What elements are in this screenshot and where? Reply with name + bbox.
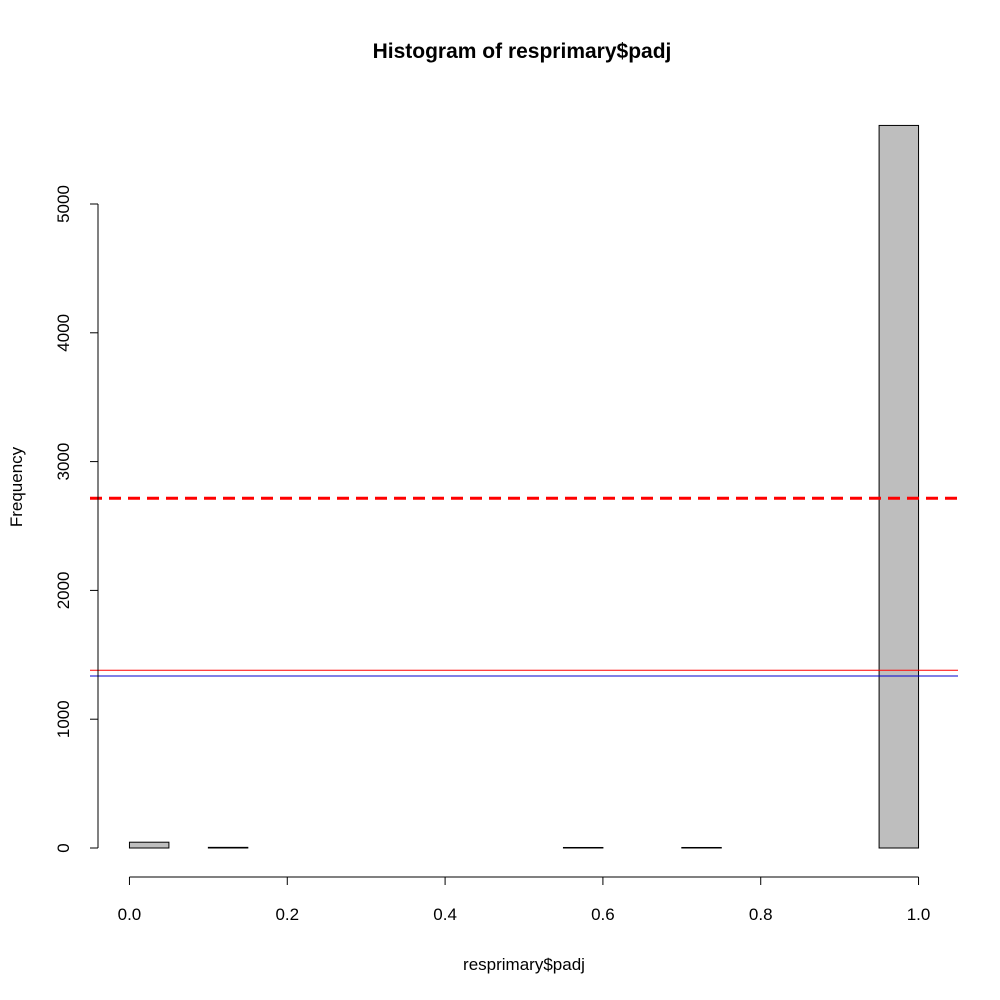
chart-title: Histogram of resprimary$padj xyxy=(373,40,672,63)
bars-group xyxy=(128,124,920,849)
x-tick-label: 0.2 xyxy=(275,905,299,924)
x-axis: 0.0 0.2 0.4 0.6 0.8 1.0 xyxy=(118,876,931,924)
y-axis: 0 1000 2000 3000 4000 5000 xyxy=(54,185,99,853)
reference-lines-group xyxy=(90,496,958,677)
y-tick-label: 4000 xyxy=(54,314,73,352)
histogram-bar xyxy=(128,841,170,849)
x-axis-title: resprimary$padj xyxy=(463,955,585,974)
histogram-bar xyxy=(562,846,604,849)
y-axis-title: Frequency xyxy=(7,446,26,527)
y-tick-label: 3000 xyxy=(54,443,73,481)
y-tick-label: 1000 xyxy=(54,700,73,738)
x-tick-label: 1.0 xyxy=(907,905,931,924)
histogram-bar xyxy=(878,124,920,849)
y-tick-label: 0 xyxy=(54,843,73,852)
y-tick-label: 5000 xyxy=(54,185,73,223)
x-tick-label: 0.4 xyxy=(433,905,457,924)
x-tick-label: 0.6 xyxy=(591,905,615,924)
histogram-bar xyxy=(681,846,722,849)
x-tick-label: 0.0 xyxy=(118,905,142,924)
y-tick-label: 2000 xyxy=(54,571,73,609)
histogram-bar xyxy=(207,846,249,849)
x-tick-label: 0.8 xyxy=(749,905,773,924)
